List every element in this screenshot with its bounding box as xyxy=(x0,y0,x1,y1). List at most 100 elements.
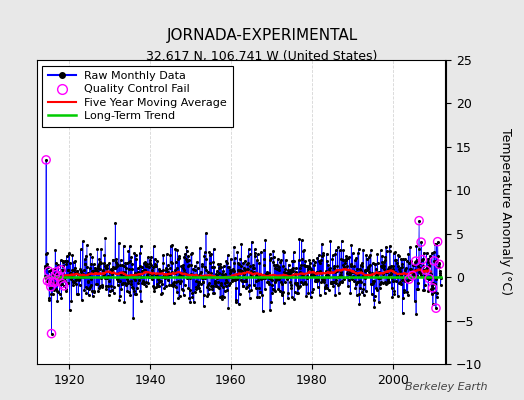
Point xyxy=(232,296,241,303)
Point xyxy=(195,245,204,251)
Point xyxy=(217,296,226,302)
Point xyxy=(60,276,68,282)
Point xyxy=(264,272,272,278)
Point xyxy=(421,272,429,279)
Point xyxy=(377,264,386,270)
Point xyxy=(224,252,232,258)
Point xyxy=(161,267,170,273)
Point xyxy=(132,256,140,262)
Point xyxy=(333,262,342,269)
Point xyxy=(288,265,297,271)
Point xyxy=(54,269,63,276)
Point xyxy=(362,272,370,279)
Point xyxy=(58,280,67,287)
Point xyxy=(84,292,93,299)
Point xyxy=(330,265,338,271)
Point xyxy=(195,285,203,292)
Point xyxy=(117,270,125,277)
Point xyxy=(168,282,177,289)
Point xyxy=(305,264,313,270)
Point xyxy=(147,271,155,278)
Point xyxy=(196,268,205,275)
Point xyxy=(234,301,243,308)
Point xyxy=(201,275,209,281)
Point xyxy=(379,266,388,272)
Point xyxy=(48,274,56,281)
Point xyxy=(220,272,228,279)
Point xyxy=(262,272,270,278)
Point xyxy=(111,220,119,226)
Point xyxy=(313,254,321,261)
Point xyxy=(83,279,92,285)
Point xyxy=(366,280,375,287)
Point xyxy=(108,266,116,273)
Point xyxy=(321,290,329,296)
Point xyxy=(322,272,330,278)
Point xyxy=(429,300,437,307)
Point xyxy=(335,281,343,288)
Point xyxy=(139,260,148,266)
Point xyxy=(190,272,199,279)
Point xyxy=(240,278,248,284)
Point xyxy=(105,277,113,284)
Point xyxy=(227,268,235,274)
Point xyxy=(141,267,149,274)
Point xyxy=(58,276,66,283)
Point xyxy=(282,270,290,276)
Point xyxy=(242,275,250,281)
Point xyxy=(221,280,229,286)
Point xyxy=(419,263,428,269)
Point xyxy=(116,293,124,300)
Point xyxy=(59,263,67,270)
Point xyxy=(160,285,169,291)
Point xyxy=(92,280,100,287)
Point xyxy=(316,259,324,266)
Point xyxy=(412,243,421,250)
Point xyxy=(390,291,399,298)
Point xyxy=(290,296,299,302)
Point xyxy=(126,243,134,249)
Point xyxy=(277,278,285,285)
Point xyxy=(401,272,410,278)
Point xyxy=(57,267,65,273)
Point xyxy=(381,269,390,275)
Point xyxy=(316,268,324,274)
Point xyxy=(106,266,115,272)
Point xyxy=(110,264,118,271)
Point xyxy=(337,278,346,285)
Point xyxy=(289,268,297,274)
Point xyxy=(304,266,313,273)
Point xyxy=(432,305,440,311)
Point xyxy=(104,283,112,289)
Point xyxy=(304,263,313,270)
Point xyxy=(203,293,212,299)
Point xyxy=(233,249,242,255)
Point xyxy=(135,262,144,269)
Point xyxy=(288,258,297,264)
Point xyxy=(410,270,419,277)
Point xyxy=(414,246,423,252)
Point xyxy=(230,243,238,250)
Point xyxy=(343,274,351,280)
Point xyxy=(254,285,263,291)
Point xyxy=(81,284,90,290)
Point xyxy=(351,257,359,263)
Point xyxy=(344,277,353,283)
Point xyxy=(82,264,91,270)
Point xyxy=(394,252,402,258)
Point xyxy=(257,275,266,281)
Point xyxy=(307,266,315,272)
Point xyxy=(368,280,376,287)
Point xyxy=(183,275,191,281)
Point xyxy=(290,288,299,295)
Point xyxy=(390,288,398,294)
Point xyxy=(230,260,238,266)
Point xyxy=(168,269,176,275)
Point xyxy=(403,278,411,284)
Point xyxy=(49,287,58,293)
Point xyxy=(346,290,355,296)
Point xyxy=(415,218,423,224)
Point xyxy=(274,286,282,292)
Point xyxy=(342,256,350,262)
Point xyxy=(90,289,99,296)
